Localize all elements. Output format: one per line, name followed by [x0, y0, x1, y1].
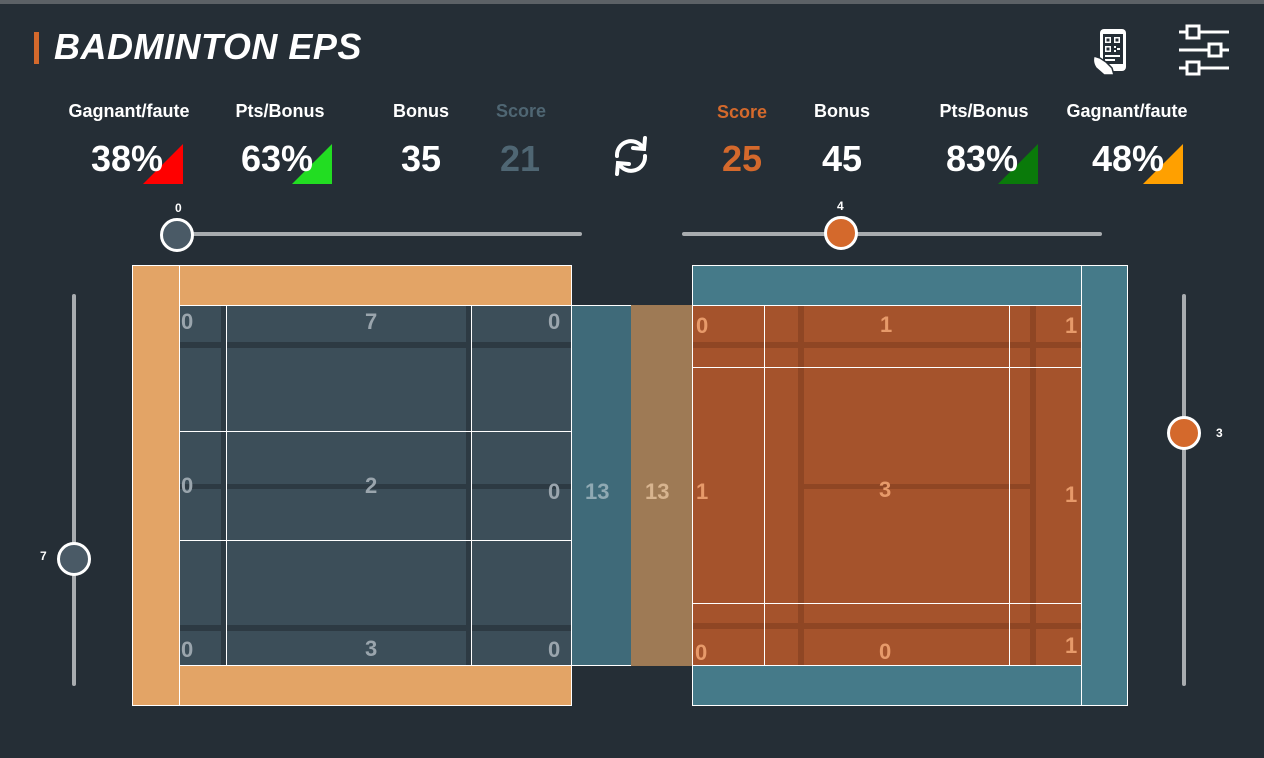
- right-pts-label: Pts/Bonus: [939, 101, 1029, 121]
- right-zone-mid-right-count: 1: [1065, 482, 1078, 507]
- right-court-back-strip[interactable]: [1081, 265, 1128, 706]
- right-zone-bot-center-count: 0: [879, 639, 892, 664]
- right-horizontal-slider-value: 4: [837, 199, 844, 213]
- left-net-zone[interactable]: [571, 305, 632, 666]
- right-horizontal-slider-knob[interactable]: [824, 216, 858, 250]
- left-zone-bot-center[interactable]: [226, 540, 472, 666]
- left-pts-value: 63%: [240, 138, 314, 179]
- left-gagnant-label: Gagnant/faute: [68, 101, 190, 121]
- left-court-top-side-strip[interactable]: [179, 265, 572, 306]
- right-zone-bot-right-count: 1: [1065, 633, 1078, 658]
- left-court-line: [179, 342, 572, 348]
- app-title: BADMINTON EPS: [54, 26, 362, 67]
- right-score-label: Score: [716, 102, 768, 122]
- right-court-bottom-side-strip[interactable]: [692, 665, 1082, 706]
- left-horizontal-slider-value: 0: [175, 201, 182, 215]
- right-zone-top-right-count: 1: [1065, 313, 1078, 338]
- right-vertical-slider-value: 3: [1216, 426, 1223, 440]
- left-bonus-label: Bonus: [393, 101, 449, 121]
- left-zone-top-left-count: 0: [181, 309, 194, 334]
- left-zone-mid-right-count: 0: [548, 479, 561, 504]
- left-vertical-slider-knob[interactable]: [57, 542, 91, 576]
- left-score-label: Score: [495, 101, 547, 121]
- right-net-zone[interactable]: [631, 305, 693, 666]
- left-pts-indicator: [292, 144, 332, 184]
- left-horizontal-slider-knob[interactable]: [160, 218, 194, 252]
- left-zone-bot-center-count: 3: [365, 636, 378, 661]
- right-court-top-side-strip[interactable]: [692, 265, 1082, 306]
- left-court-bottom-side-strip[interactable]: [179, 665, 572, 706]
- left-zone-mid-center[interactable]: [226, 431, 472, 541]
- right-bonus-value: 45: [821, 138, 863, 179]
- right-zone-bot-left-count: 0: [695, 640, 708, 665]
- right-bonus-label: Bonus: [814, 101, 870, 121]
- right-net-count: 13: [645, 479, 670, 504]
- right-court-line: [692, 342, 1082, 348]
- left-zone-top-right-count: 0: [548, 309, 561, 334]
- right-vertical-slider-knob[interactable]: [1167, 416, 1201, 450]
- right-court-line: [798, 305, 804, 666]
- title-accent-bar: [34, 32, 39, 64]
- right-court-line: [1030, 305, 1036, 666]
- left-zone-top-center-count: 7: [365, 309, 378, 334]
- swap-sides-icon[interactable]: [609, 134, 653, 178]
- right-zone-top-center-count: 1: [880, 312, 893, 337]
- right-zone-top-left-count: 0: [696, 313, 709, 338]
- left-court-line: [179, 484, 572, 489]
- right-zone-bot-right[interactable]: [1009, 603, 1082, 666]
- top-border: [0, 0, 1264, 4]
- right-score-value: 25: [721, 138, 763, 179]
- right-gagnant-indicator: [1143, 144, 1183, 184]
- left-net-count: 13: [585, 479, 610, 504]
- left-court-line: [179, 625, 572, 631]
- left-zone-top-center[interactable]: [226, 305, 472, 432]
- left-score-value: 21: [499, 138, 541, 179]
- left-gagnant-indicator: [143, 144, 183, 184]
- left-gagnant-value: 38%: [90, 138, 164, 179]
- right-gagnant-label: Gagnant/faute: [1066, 101, 1188, 121]
- right-pts-value: 83%: [945, 138, 1019, 179]
- right-zone-mid-left-count: 1: [696, 479, 709, 504]
- settings-sliders-icon[interactable]: [1177, 24, 1231, 76]
- left-vertical-slider-track[interactable]: [72, 294, 76, 686]
- right-zone-mid-center-count: 3: [879, 477, 892, 502]
- right-pts-indicator: [998, 144, 1038, 184]
- right-gagnant-value: 48%: [1091, 138, 1165, 179]
- left-zone-mid-center-count: 2: [365, 473, 378, 498]
- left-pts-label: Pts/Bonus: [235, 101, 325, 121]
- left-zone-mid-left-count: 0: [181, 473, 194, 498]
- qr-phone-icon[interactable]: [1092, 28, 1132, 76]
- left-court-back-strip[interactable]: [132, 265, 180, 706]
- left-zone-bot-left-count: 0: [181, 637, 194, 662]
- left-horizontal-slider-track[interactable]: [176, 232, 582, 236]
- right-court-line: [692, 623, 1082, 629]
- left-bonus-value: 35: [400, 138, 442, 179]
- right-vertical-slider-track[interactable]: [1182, 294, 1186, 686]
- left-zone-bot-right-count: 0: [548, 637, 561, 662]
- right-court-line: [804, 484, 1030, 489]
- left-vertical-slider-value: 7: [40, 549, 47, 563]
- right-horizontal-slider-track[interactable]: [682, 232, 1102, 236]
